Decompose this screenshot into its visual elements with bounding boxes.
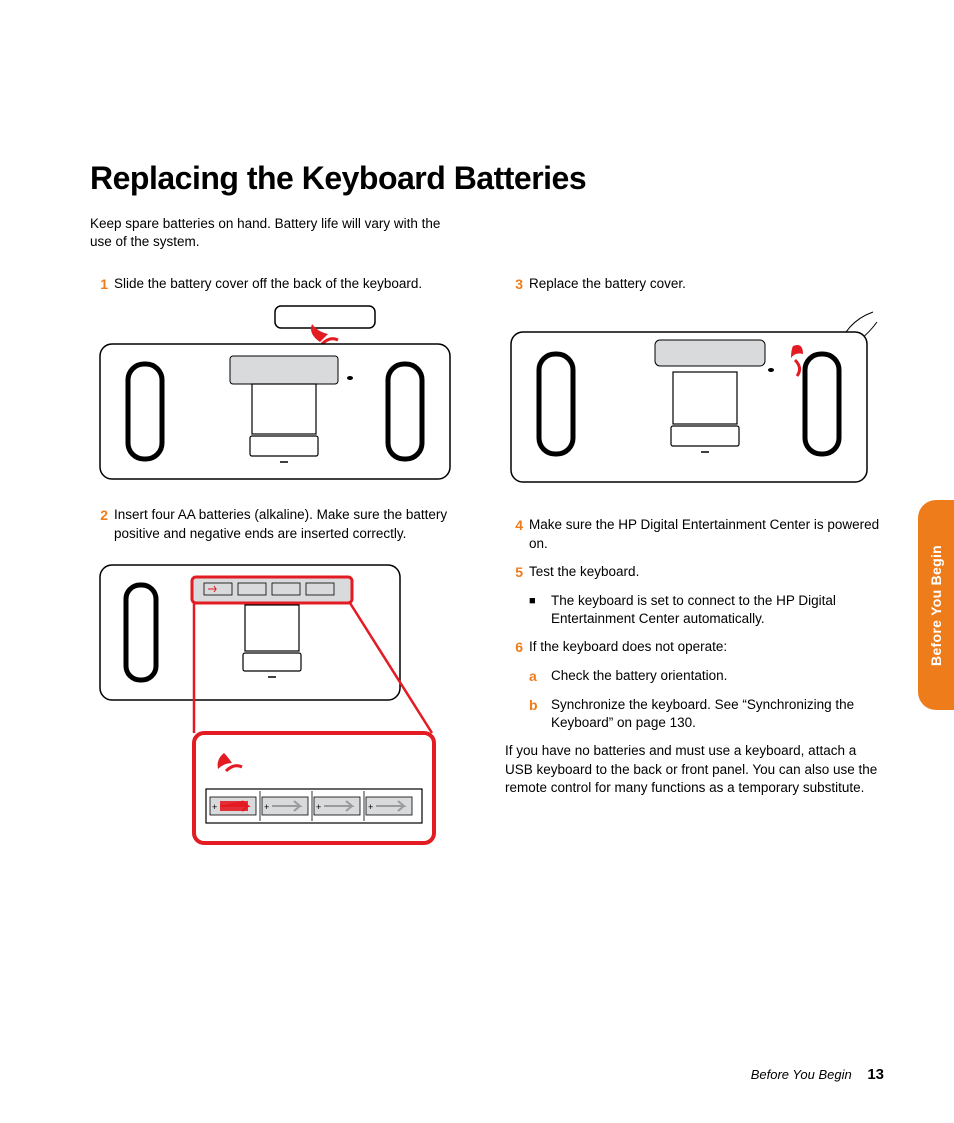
right-column: 3 Replace the battery cover. xyxy=(505,275,884,874)
bullet-icon: ■ xyxy=(529,592,547,628)
step-number: 1 xyxy=(90,275,108,294)
step-5: 5 Test the keyboard. xyxy=(505,563,884,582)
sub-letter: b xyxy=(529,696,547,732)
step-number: 2 xyxy=(90,506,108,542)
figure-slide-cover-off xyxy=(90,304,469,484)
left-column: 1 Slide the battery cover off the back o… xyxy=(90,275,469,874)
figure-insert-batteries: + + + + xyxy=(90,553,469,853)
sub-text: Synchronize the keyboard. See “Synchroni… xyxy=(551,696,884,732)
sub-text: The keyboard is set to connect to the HP… xyxy=(551,592,884,628)
step-6b: b Synchronize the keyboard. See “Synchro… xyxy=(529,696,884,732)
svg-text:+: + xyxy=(316,802,321,812)
svg-text:+: + xyxy=(212,802,217,812)
step-text: Insert four AA batteries (alkaline). Mak… xyxy=(114,506,469,542)
step-3: 3 Replace the battery cover. xyxy=(505,275,884,294)
svg-text:+: + xyxy=(264,802,269,812)
side-tab-label: Before You Begin xyxy=(928,545,944,666)
page-footer: Before You Begin 13 xyxy=(751,1066,884,1083)
step-text: Slide the battery cover off the back of … xyxy=(114,275,422,294)
step-5-sub: ■ The keyboard is set to connect to the … xyxy=(529,592,884,628)
step-6a: a Check the battery orientation. xyxy=(529,667,884,686)
sub-text: Check the battery orientation. xyxy=(551,667,727,686)
side-tab: Before You Begin xyxy=(918,500,954,710)
step-2: 2 Insert four AA batteries (alkaline). M… xyxy=(90,506,469,542)
step-text: If the keyboard does not operate: xyxy=(529,638,727,657)
footer-section: Before You Begin xyxy=(751,1067,852,1082)
step-6: 6 If the keyboard does not operate: xyxy=(505,638,884,657)
step-4: 4 Make sure the HP Digital Entertainment… xyxy=(505,516,884,552)
step-number: 4 xyxy=(505,516,523,552)
closing-paragraph: If you have no batteries and must use a … xyxy=(505,742,884,797)
page-title: Replacing the Keyboard Batteries xyxy=(90,160,884,197)
intro-paragraph: Keep spare batteries on hand. Battery li… xyxy=(90,215,450,251)
step-1: 1 Slide the battery cover off the back o… xyxy=(90,275,469,294)
step-number: 6 xyxy=(505,638,523,657)
step-text: Make sure the HP Digital Entertainment C… xyxy=(529,516,884,552)
sub-letter: a xyxy=(529,667,547,686)
step-number: 5 xyxy=(505,563,523,582)
step-text: Test the keyboard. xyxy=(529,563,639,582)
figure-replace-cover xyxy=(505,304,884,494)
step-number: 3 xyxy=(505,275,523,294)
footer-page-number: 13 xyxy=(867,1066,884,1083)
svg-text:+: + xyxy=(368,802,373,812)
step-text: Replace the battery cover. xyxy=(529,275,686,294)
